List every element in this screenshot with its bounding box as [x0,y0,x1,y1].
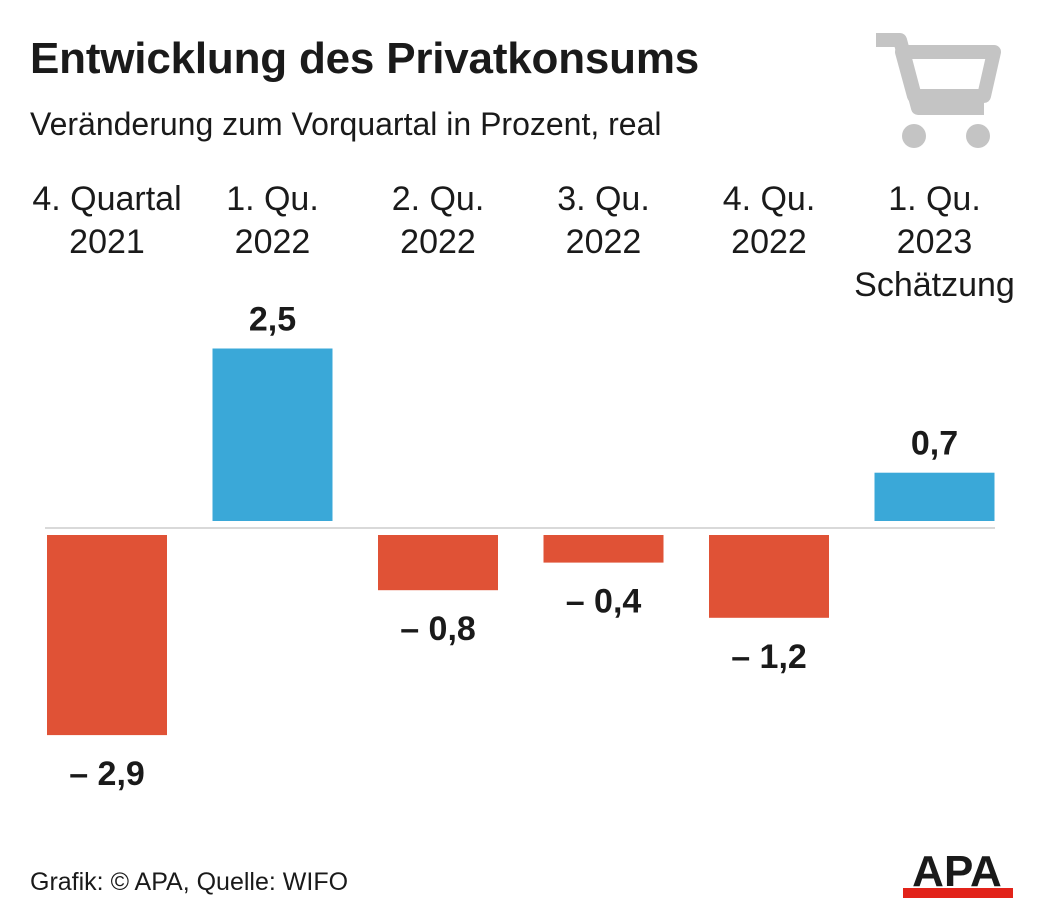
category-label: 2021 [69,223,145,261]
source-credit: Grafik: © APA, Quelle: WIFO [30,868,349,896]
category-label: 2022 [400,223,476,261]
value-label: – 1,2 [731,638,807,676]
logo-text: APA [912,847,1002,896]
bar [212,348,333,521]
category-label: 3. Qu. [557,180,650,218]
shopping-cart-icon [876,33,1001,148]
bar [47,535,167,736]
chart-subtitle: Veränderung zum Vorquartal in Prozent, r… [30,106,662,142]
value-label: – 0,4 [566,583,642,621]
value-label: 2,5 [249,301,296,339]
bar [874,472,995,521]
category-label: 1. Qu. [888,180,981,218]
category-label: 2022 [731,223,807,261]
bar [543,535,664,563]
category-label: 1. Qu. [226,180,319,218]
category-label: Schätzung [854,266,1015,304]
category-label: 4. Quartal [32,180,181,218]
category-label: 2. Qu. [392,180,485,218]
value-label: 0,7 [911,425,958,463]
bar [378,535,498,591]
category-label: 2022 [566,223,642,261]
category-label: 4. Qu. [723,180,816,218]
category-label: 2022 [235,223,311,261]
chart-title: Entwicklung des Privatkonsums [30,34,700,83]
value-label: – 2,9 [69,755,145,793]
category-label: 2023 [897,223,973,261]
bar [709,535,829,618]
value-label: – 0,8 [400,610,476,648]
apa-logo: APA [903,847,1013,898]
